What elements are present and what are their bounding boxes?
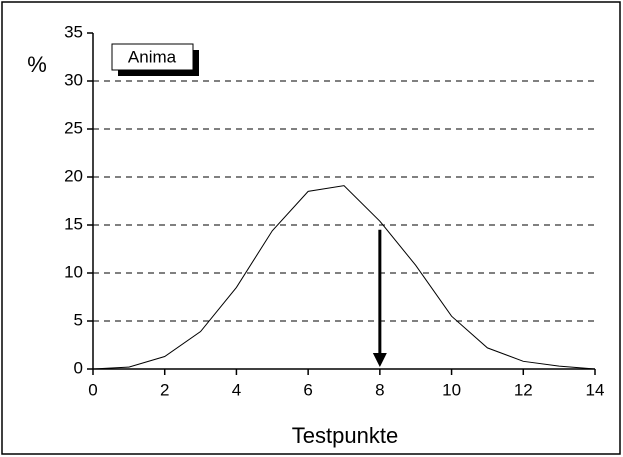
y-tick-label: 0 — [74, 358, 83, 377]
arrow-head — [372, 353, 387, 367]
y-tick-label: 30 — [64, 70, 83, 89]
x-axis-label: Testpunkte — [292, 423, 398, 448]
y-tick-label: 25 — [64, 118, 83, 137]
x-tick-label: 10 — [442, 380, 461, 399]
y-tick-label: 35 — [64, 22, 83, 41]
legend-box — [111, 43, 194, 71]
x-tick-label: 12 — [514, 380, 533, 399]
x-tick-label: 8 — [375, 380, 384, 399]
legend-label: Anima — [128, 47, 177, 66]
x-tick-label: 4 — [232, 380, 241, 399]
x-tick-label: 2 — [160, 380, 169, 399]
y-tick-label: 20 — [64, 166, 83, 185]
data-line — [92, 185, 596, 370]
x-tick-label: 0 — [88, 380, 97, 399]
y-tick-label: 15 — [64, 214, 83, 233]
y-tick-label: 10 — [64, 262, 83, 281]
y-tick-label: 5 — [74, 310, 83, 329]
y-axis-label: % — [27, 52, 47, 77]
x-tick-label: 14 — [586, 380, 605, 399]
x-tick-label: 6 — [303, 380, 312, 399]
